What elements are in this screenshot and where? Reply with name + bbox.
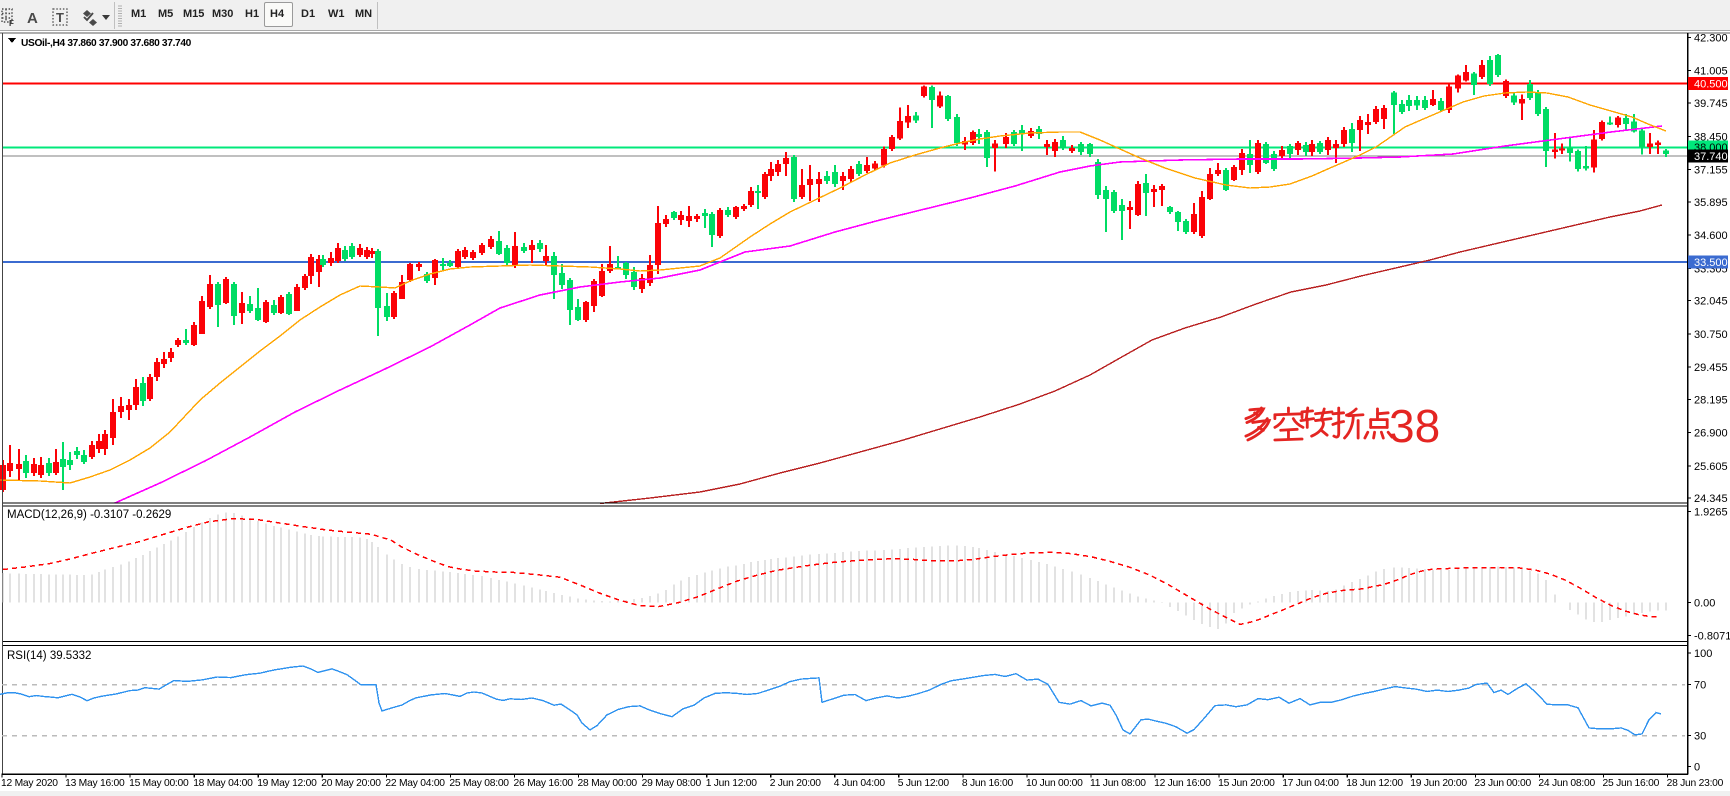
svg-text:4 Jun 04:00: 4 Jun 04:00	[834, 778, 886, 789]
svg-text:30.750: 30.750	[1694, 329, 1728, 341]
svg-text:35.895: 35.895	[1694, 197, 1728, 209]
svg-text:T: T	[56, 10, 64, 25]
svg-text:26 May 16:00: 26 May 16:00	[514, 778, 574, 789]
svg-text:12 May 2020: 12 May 2020	[1, 778, 58, 789]
svg-text:1.9265: 1.9265	[1694, 507, 1728, 519]
svg-text:2 Jun 20:00: 2 Jun 20:00	[770, 778, 822, 789]
svg-text:23 Jun 00:00: 23 Jun 00:00	[1474, 778, 1531, 789]
svg-text:22 May 04:00: 22 May 04:00	[385, 778, 445, 789]
svg-text:13 May 16:00: 13 May 16:00	[65, 778, 125, 789]
svg-text:25 May 08:00: 25 May 08:00	[449, 778, 509, 789]
svg-text:38: 38	[1389, 400, 1440, 452]
svg-text:8 Jun 16:00: 8 Jun 16:00	[962, 778, 1014, 789]
svg-text:32.045: 32.045	[1694, 296, 1728, 308]
svg-text:28 Jun 23:00: 28 Jun 23:00	[1667, 778, 1724, 789]
svg-text:38.450: 38.450	[1694, 131, 1728, 143]
svg-text:41.005: 41.005	[1694, 66, 1728, 78]
svg-text:17 Jun 04:00: 17 Jun 04:00	[1282, 778, 1339, 789]
svg-text:28 May 00:00: 28 May 00:00	[578, 778, 638, 789]
svg-text:37.155: 37.155	[1694, 165, 1728, 177]
svg-text:10 Jun 00:00: 10 Jun 00:00	[1026, 778, 1083, 789]
svg-text:5 Jun 12:00: 5 Jun 12:00	[898, 778, 950, 789]
svg-text:0: 0	[1694, 761, 1700, 773]
svg-text:A: A	[27, 10, 38, 27]
svg-text:15 May 00:00: 15 May 00:00	[129, 778, 189, 789]
svg-text:F: F	[9, 19, 14, 28]
svg-text:1 Jun 12:00: 1 Jun 12:00	[706, 778, 758, 789]
svg-text:15 Jun 20:00: 15 Jun 20:00	[1218, 778, 1275, 789]
svg-text:29.455: 29.455	[1694, 362, 1728, 374]
svg-text:24.345: 24.345	[1694, 493, 1728, 505]
svg-text:28.195: 28.195	[1694, 394, 1728, 406]
svg-text:25.605: 25.605	[1694, 461, 1728, 473]
svg-text:20 May 20:00: 20 May 20:00	[321, 778, 381, 789]
svg-text:26.900: 26.900	[1694, 428, 1728, 440]
svg-text:USOil-,H4 37.860 37.900 37.68: USOil-,H4 37.860 37.900 37.680 37.740	[21, 38, 192, 49]
svg-text:-0.8071: -0.8071	[1694, 631, 1730, 643]
svg-text:12 Jun 16:00: 12 Jun 16:00	[1154, 778, 1211, 789]
svg-text:100: 100	[1694, 648, 1712, 660]
svg-text:MACD(12,26,9) -0.3107 -0.2629: MACD(12,26,9) -0.3107 -0.2629	[7, 509, 171, 521]
svg-text:39.745: 39.745	[1694, 98, 1728, 110]
svg-text:37.740: 37.740	[1694, 151, 1728, 163]
svg-text:18 May 04:00: 18 May 04:00	[193, 778, 253, 789]
svg-text:19 May 12:00: 19 May 12:00	[257, 778, 317, 789]
svg-text:42.300: 42.300	[1694, 33, 1728, 45]
svg-text:34.600: 34.600	[1694, 230, 1728, 242]
svg-text:18 Jun 12:00: 18 Jun 12:00	[1346, 778, 1403, 789]
svg-text:24 Jun 08:00: 24 Jun 08:00	[1538, 778, 1595, 789]
svg-text:29 May 08:00: 29 May 08:00	[642, 778, 702, 789]
svg-text:70: 70	[1694, 680, 1706, 692]
svg-text:40.500: 40.500	[1694, 79, 1728, 91]
svg-text:25 Jun 16:00: 25 Jun 16:00	[1603, 778, 1660, 789]
svg-text:RSI(14) 39.5332: RSI(14) 39.5332	[7, 650, 91, 662]
svg-text:11 Jun 08:00: 11 Jun 08:00	[1090, 778, 1146, 789]
svg-text:19 Jun 20:00: 19 Jun 20:00	[1410, 778, 1467, 789]
svg-text:0.00: 0.00	[1694, 598, 1715, 610]
svg-text:30: 30	[1694, 731, 1706, 743]
svg-text:33.500: 33.500	[1694, 257, 1728, 269]
